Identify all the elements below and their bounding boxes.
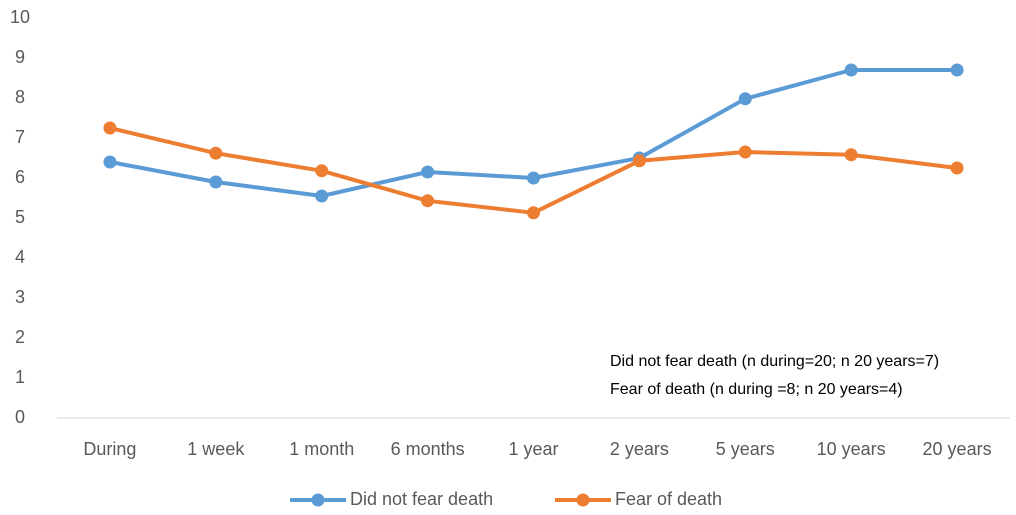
point [209,146,223,160]
point [103,155,117,169]
point [632,154,646,168]
point [421,165,435,179]
point [950,63,964,77]
point [209,175,223,189]
x-tick-label: 1 week [187,439,245,459]
y-tick-label: 7 [15,127,25,147]
point [950,161,964,175]
y-tick-label: 4 [15,247,25,267]
annotation: Fear of death (n during =8; n 20 years=4… [610,381,903,398]
x-tick-label: 20 years [923,439,992,459]
point [527,171,540,185]
y-tick-label: 6 [15,167,25,187]
legend-label: Fear of death [615,489,722,509]
x-tick-label: 5 years [716,439,775,459]
x-tick-label: During [83,439,136,459]
x-tick-label: 1 month [289,439,354,459]
point [527,206,540,220]
point [315,164,329,178]
legend-marker [576,493,590,507]
y-tick-label: 2 [15,327,25,347]
y-tick-label: 10 [10,7,30,27]
point [844,148,858,162]
legend-marker [311,493,325,507]
x-tick-label: 1 year [508,439,558,459]
y-tick-label: 3 [15,287,25,307]
y-tick-label: 9 [15,47,25,67]
series-line [109,126,958,215]
point [738,145,752,159]
point [738,92,752,106]
y-tick-label: 8 [15,87,25,107]
y-tick-label: 1 [15,367,25,387]
legend-label: Did not fear death [350,489,493,509]
point [103,121,117,135]
y-tick-label: 5 [15,207,25,227]
point [421,194,435,208]
point [315,189,329,203]
x-tick-label: 2 years [610,439,669,459]
x-tick-label: 10 years [817,439,886,459]
x-tick-label: 6 months [391,439,465,459]
point [844,63,858,77]
annotation: Did not fear death (n during=20; n 20 ye… [610,353,939,370]
y-tick-label: 0 [15,407,25,427]
